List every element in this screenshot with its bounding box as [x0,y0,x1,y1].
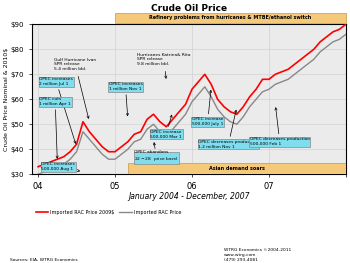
Text: OPEC increases
1 million Nov 1: OPEC increases 1 million Nov 1 [108,83,142,116]
Text: Refinery problems from hurricanes & MTBE/ethanol switch: Refinery problems from hurricanes & MTBE… [149,16,312,21]
Text: WTRG Economics ©2004-2011
www.wtrg.com
(479) 293-4081: WTRG Economics ©2004-2011 www.wtrg.com (… [224,249,291,262]
FancyBboxPatch shape [115,13,346,23]
X-axis label: January 2004 - December, 2007: January 2004 - December, 2007 [128,192,250,201]
Text: Sources: EIA, WTRG Economics: Sources: EIA, WTRG Economics [10,258,78,262]
Text: Hurricanes Katrina& Rita
SPR release
9.8 million bbl.: Hurricanes Katrina& Rita SPR release 9.8… [138,53,191,78]
Y-axis label: Crude Oil Price Nominal & 2010$: Crude Oil Price Nominal & 2010$ [4,48,9,151]
FancyBboxPatch shape [128,163,346,174]
Text: OPEC abandons
$22-$28  price band: OPEC abandons $22-$28 price band [134,143,178,163]
Text: Gulf Hurricane Ivan
SPR release
5.4 million bbl.: Gulf Hurricane Ivan SPR release 5.4 mill… [54,58,96,118]
Text: OPEC decreases production
500,000 Feb 1: OPEC decreases production 500,000 Feb 1 [250,108,310,146]
Text: OPEC increases
500,000 Aug 1: OPEC increases 500,000 Aug 1 [41,163,79,172]
Text: OPEC cuts
1 million Apr 1: OPEC cuts 1 million Apr 1 [40,98,71,158]
Title: Crude Oil Price
2010$ & Nominal: Crude Oil Price 2010$ & Nominal [145,4,232,24]
Text: OPEC increase
500,000 July 1: OPEC increase 500,000 July 1 [192,90,223,126]
Text: OPEC increases
2 million Jul 1: OPEC increases 2 million Jul 1 [40,78,76,143]
Legend: Imported RAC Price 2009$, Imported RAC Price: Imported RAC Price 2009$, Imported RAC P… [34,208,183,217]
Text: OPEC increase
500,000 Mar 1: OPEC increase 500,000 Mar 1 [150,115,182,139]
Text: OPEC decreases production
1.2 million Nov 1: OPEC decreases production 1.2 million No… [198,110,259,149]
Text: Asian demand soars: Asian demand soars [209,166,265,171]
